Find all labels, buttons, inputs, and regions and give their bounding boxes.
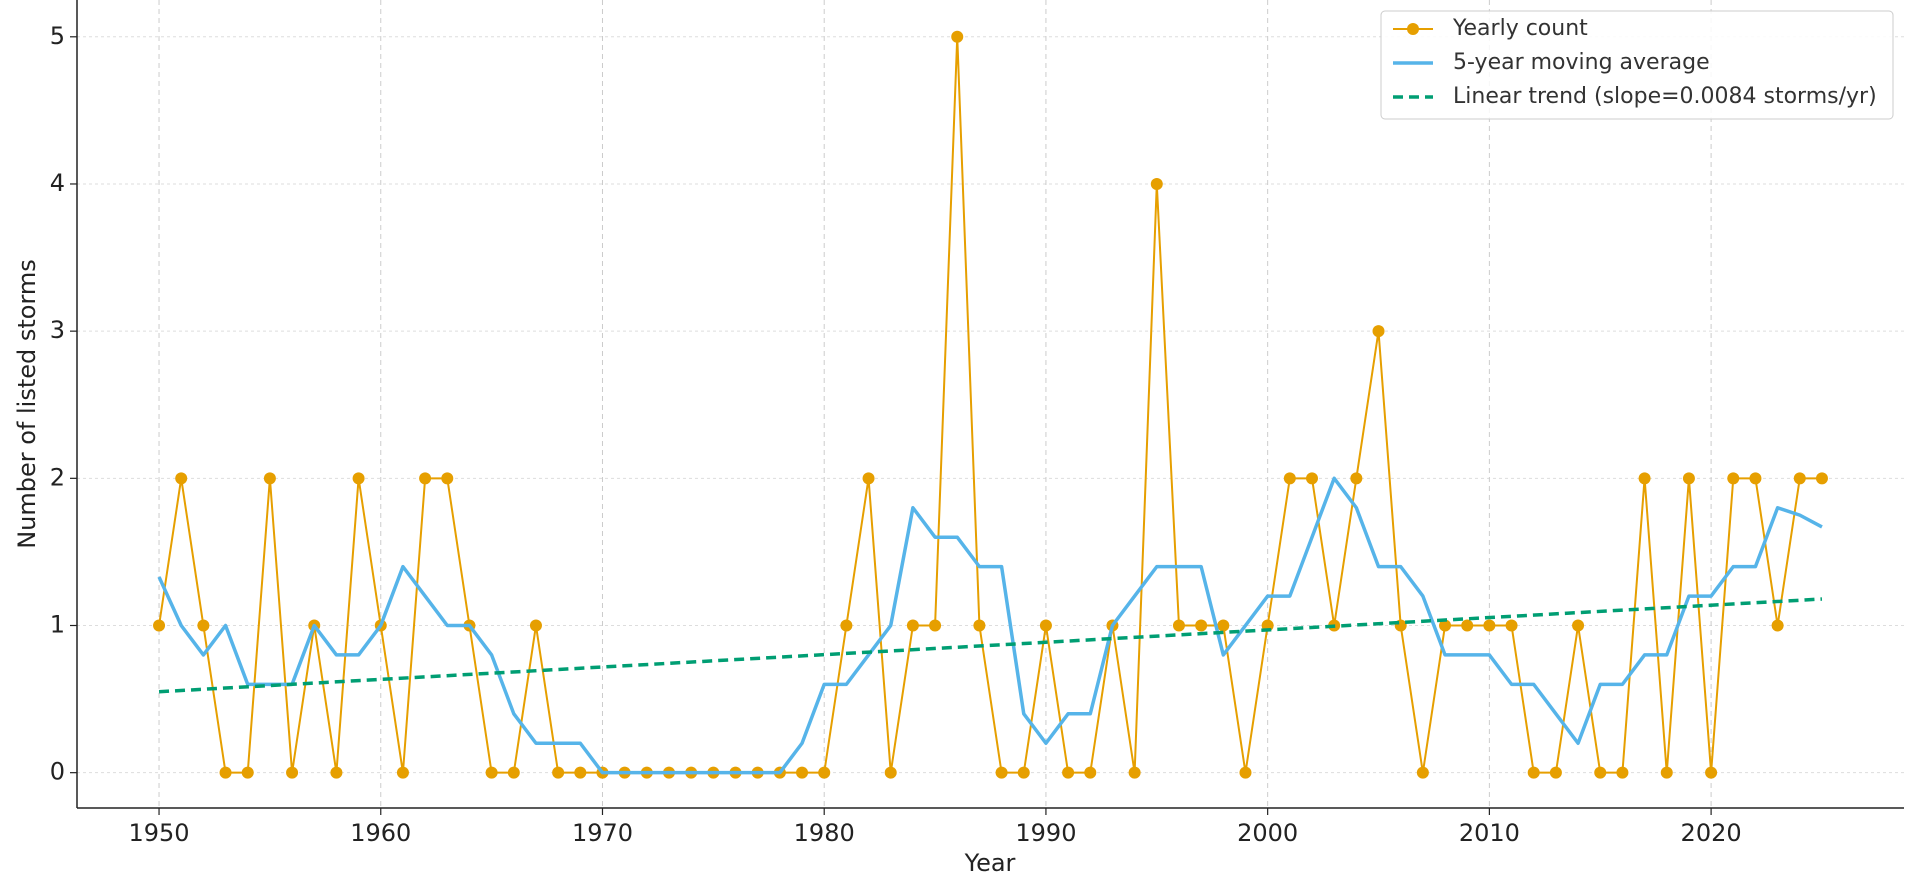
point — [862, 472, 875, 485]
x-tick-label: 1980 — [794, 819, 855, 847]
point — [1638, 472, 1651, 485]
point — [441, 472, 454, 485]
x-tick-label: 1950 — [128, 819, 189, 847]
point — [552, 766, 565, 779]
point — [1372, 325, 1385, 338]
x-tick-label: 1970 — [572, 819, 633, 847]
point — [1305, 472, 1318, 485]
point — [906, 619, 919, 632]
point — [1283, 472, 1296, 485]
y-tick-label: 0 — [50, 758, 65, 786]
point — [219, 766, 232, 779]
point — [1572, 619, 1585, 632]
point — [1239, 766, 1252, 779]
point — [153, 619, 166, 632]
point — [1039, 619, 1052, 632]
point — [1416, 766, 1429, 779]
point — [263, 472, 276, 485]
point — [1815, 472, 1828, 485]
series-line — [157, 476, 1823, 775]
series-line — [158, 597, 1823, 694]
x-tick-label: 2000 — [1237, 819, 1298, 847]
point — [1439, 619, 1452, 632]
point — [529, 619, 542, 632]
point — [929, 619, 942, 632]
point — [1527, 766, 1540, 779]
y-tick-label: 5 — [50, 22, 65, 50]
point — [1017, 766, 1030, 779]
point — [1549, 766, 1562, 779]
point — [1128, 766, 1141, 779]
point — [1505, 619, 1518, 632]
x-tick-label: 1990 — [1015, 819, 1076, 847]
x-axis-label: Year — [964, 849, 1016, 877]
legend-label: 5-year moving average — [1453, 50, 1710, 75]
point — [485, 766, 498, 779]
point — [507, 766, 520, 779]
point — [951, 30, 964, 43]
point — [840, 619, 853, 632]
point — [396, 766, 409, 779]
point — [1771, 619, 1784, 632]
legend-label: Linear trend (slope=0.0084 storms/yr) — [1453, 84, 1877, 109]
point — [352, 472, 365, 485]
point — [1705, 766, 1718, 779]
point — [995, 766, 1008, 779]
legend: Yearly count 5-year moving average Linear … — [1380, 10, 1894, 120]
y-tick-label: 4 — [50, 169, 65, 197]
point — [1660, 766, 1673, 779]
point — [1483, 619, 1496, 632]
point — [1172, 619, 1185, 632]
point — [1727, 472, 1740, 485]
point — [884, 766, 897, 779]
point — [1793, 472, 1806, 485]
point — [330, 766, 343, 779]
point — [1084, 766, 1097, 779]
point — [1682, 472, 1695, 485]
point — [973, 619, 986, 632]
legend-marker — [1407, 23, 1419, 35]
y-tick-label: 3 — [50, 316, 65, 344]
point — [286, 766, 299, 779]
point — [1217, 619, 1230, 632]
x-tick-label: 2020 — [1681, 819, 1742, 847]
legend-box — [1380, 10, 1894, 120]
y-axis-label: Number of listed storms — [13, 259, 41, 549]
point — [1749, 472, 1762, 485]
point — [574, 766, 587, 779]
y-tick-label: 1 — [50, 611, 65, 639]
x-tick-label: 2010 — [1459, 819, 1520, 847]
point — [1150, 177, 1163, 190]
point — [1350, 472, 1363, 485]
series-line — [158, 35, 1822, 774]
y-tick-label: 2 — [50, 463, 65, 491]
x-tick-label: 1960 — [350, 819, 411, 847]
point — [241, 766, 254, 779]
point — [197, 619, 210, 632]
point — [1461, 619, 1474, 632]
legend-label: Yearly count — [1452, 16, 1588, 41]
point — [818, 766, 831, 779]
point — [1195, 619, 1208, 632]
point — [1616, 766, 1629, 779]
point — [1594, 766, 1607, 779]
point — [1062, 766, 1075, 779]
point — [175, 472, 188, 485]
point — [796, 766, 809, 779]
point — [419, 472, 432, 485]
